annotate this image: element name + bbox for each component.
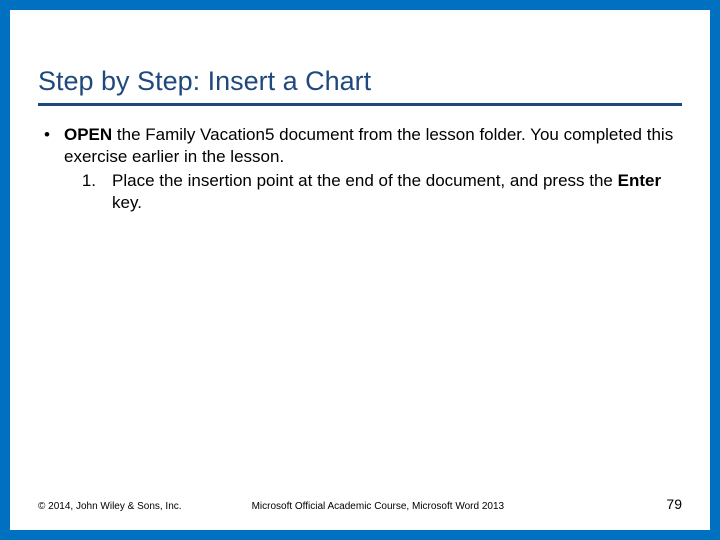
bullet-marker: • xyxy=(38,124,64,168)
step-bold: Enter xyxy=(618,171,661,190)
step-content: Place the insertion point at the end of … xyxy=(112,170,682,214)
slide-content: Step by Step: Insert a Chart • OPEN the … xyxy=(10,10,710,530)
footer-page-number: 79 xyxy=(666,496,682,512)
step-pre: Place the insertion point at the end of … xyxy=(112,171,618,190)
footer-course: Microsoft Official Academic Course, Micr… xyxy=(182,501,667,512)
step-item: 1. Place the insertion point at the end … xyxy=(64,170,682,214)
footer: © 2014, John Wiley & Sons, Inc. Microsof… xyxy=(38,496,682,512)
bullet-content: OPEN the Family Vacation5 document from … xyxy=(64,124,682,168)
footer-copyright: © 2014, John Wiley & Sons, Inc. xyxy=(38,501,182,512)
step-post: key. xyxy=(112,193,142,212)
slide-title: Step by Step: Insert a Chart xyxy=(38,66,682,97)
step-number: 1. xyxy=(64,170,112,214)
bullet-text: the Family Vacation5 document from the l… xyxy=(64,125,673,166)
bullet-item: • OPEN the Family Vacation5 document fro… xyxy=(38,124,682,168)
body-text: • OPEN the Family Vacation5 document fro… xyxy=(38,124,682,214)
title-underline xyxy=(38,103,682,106)
open-keyword: OPEN xyxy=(64,125,112,144)
